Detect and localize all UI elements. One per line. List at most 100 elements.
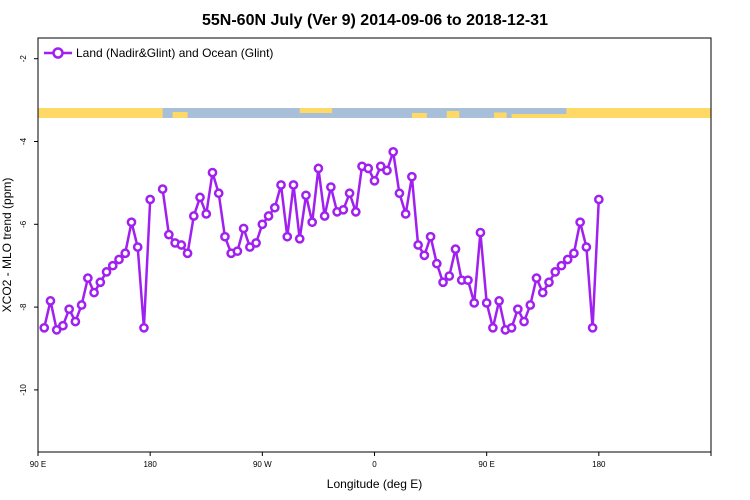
data-point	[245, 242, 255, 252]
data-point	[64, 304, 75, 315]
data-point	[294, 233, 305, 244]
series-line	[42, 150, 601, 332]
data-point	[101, 267, 112, 277]
data-point	[301, 190, 311, 201]
data-point	[51, 325, 62, 335]
data-point	[375, 161, 386, 172]
data-point	[157, 184, 168, 194]
data-point	[350, 207, 361, 217]
data-point	[481, 298, 492, 308]
data-point	[407, 171, 417, 182]
x-axis: 90 E 180 90 W 0 90 E 180	[30, 452, 712, 469]
data-point	[419, 250, 430, 261]
data-point	[475, 227, 486, 238]
data-point	[512, 304, 523, 315]
chart-title: 55N-60N July (Ver 9) 2014-09-06 to 2018-…	[202, 12, 548, 29]
data-point	[114, 254, 124, 265]
data-point	[70, 316, 81, 327]
data-point	[369, 175, 380, 186]
data-point	[195, 192, 205, 203]
legend-entry-label: Land (Nadir&Glint) and Ocean (Glint)	[76, 46, 273, 60]
data-point	[276, 180, 286, 190]
data-point	[550, 267, 561, 277]
data-point	[132, 242, 143, 252]
data-point	[575, 217, 585, 228]
data-point	[269, 202, 280, 213]
data-point	[494, 296, 504, 306]
x-tick-label: 90 W	[253, 460, 272, 469]
data-point	[95, 277, 106, 288]
data-point	[288, 180, 299, 190]
data-point	[313, 163, 324, 174]
data-point	[413, 240, 423, 250]
data-point	[438, 277, 448, 288]
data-point	[139, 322, 149, 333]
data-point	[463, 275, 473, 286]
data-point	[519, 316, 529, 327]
data-point	[201, 209, 212, 219]
data-point	[394, 188, 405, 199]
strip-land-patch	[172, 112, 188, 118]
data-point	[188, 211, 199, 221]
legend: Land (Nadir&Glint) and Ocean (Glint)	[44, 46, 273, 60]
data-point	[488, 322, 498, 333]
data-point	[450, 244, 461, 254]
data-point	[164, 229, 174, 240]
data-point	[251, 238, 261, 248]
data-point	[525, 300, 536, 310]
data-point	[89, 287, 99, 298]
x-tick-label: 180	[143, 460, 157, 469]
x-axis-label: Longitude (deg E)	[327, 477, 422, 491]
data-point	[593, 194, 604, 205]
data-point	[207, 167, 218, 178]
data-point	[363, 163, 374, 174]
data-point	[232, 246, 243, 257]
strip-land-patch	[446, 111, 460, 118]
legend-marker-swatch	[52, 47, 64, 59]
strip-ocean-band	[299, 113, 333, 118]
data-point	[220, 231, 230, 242]
y-tick-label: -4	[19, 137, 28, 145]
y-tick-label: -2	[19, 55, 28, 63]
data-point	[531, 273, 542, 283]
data-point	[107, 260, 118, 271]
y-axis-label: XCO2 - MLO trend (ppm)	[0, 178, 14, 313]
data-point	[257, 219, 268, 230]
data-point	[307, 217, 318, 228]
data-point	[581, 242, 592, 252]
data-point	[382, 165, 392, 176]
data-point	[587, 322, 598, 333]
data-point	[145, 194, 156, 205]
data-point	[182, 248, 193, 259]
x-tick-label: 90 E	[30, 460, 46, 469]
data-point	[556, 260, 567, 271]
y-tick-label: -8	[19, 303, 28, 311]
strip-land-patch	[494, 112, 507, 118]
data-point	[544, 277, 554, 288]
data-point	[45, 296, 56, 306]
series-layer	[39, 147, 604, 335]
data-point	[344, 188, 355, 199]
strip-ocean-band	[162, 108, 300, 118]
x-tick-label: 180	[592, 460, 606, 469]
y-tick-label: -6	[19, 220, 28, 228]
data-point	[58, 320, 68, 331]
data-point	[39, 322, 50, 333]
data-point	[506, 322, 517, 333]
data-point	[562, 254, 573, 265]
data-point	[431, 258, 442, 269]
data-point	[537, 287, 548, 298]
data-point	[444, 271, 455, 281]
data-point	[326, 182, 336, 192]
data-point	[425, 231, 436, 242]
data-point	[569, 248, 579, 259]
data-point	[338, 204, 349, 215]
data-point	[120, 248, 131, 259]
data-point	[83, 273, 93, 283]
y-axis: -2 -4 -6 -8 -10	[19, 55, 38, 396]
land-ocean-strip	[38, 108, 711, 118]
data-point	[263, 211, 274, 221]
data-point	[282, 231, 293, 242]
x-tick-label: 90 E	[478, 460, 494, 469]
